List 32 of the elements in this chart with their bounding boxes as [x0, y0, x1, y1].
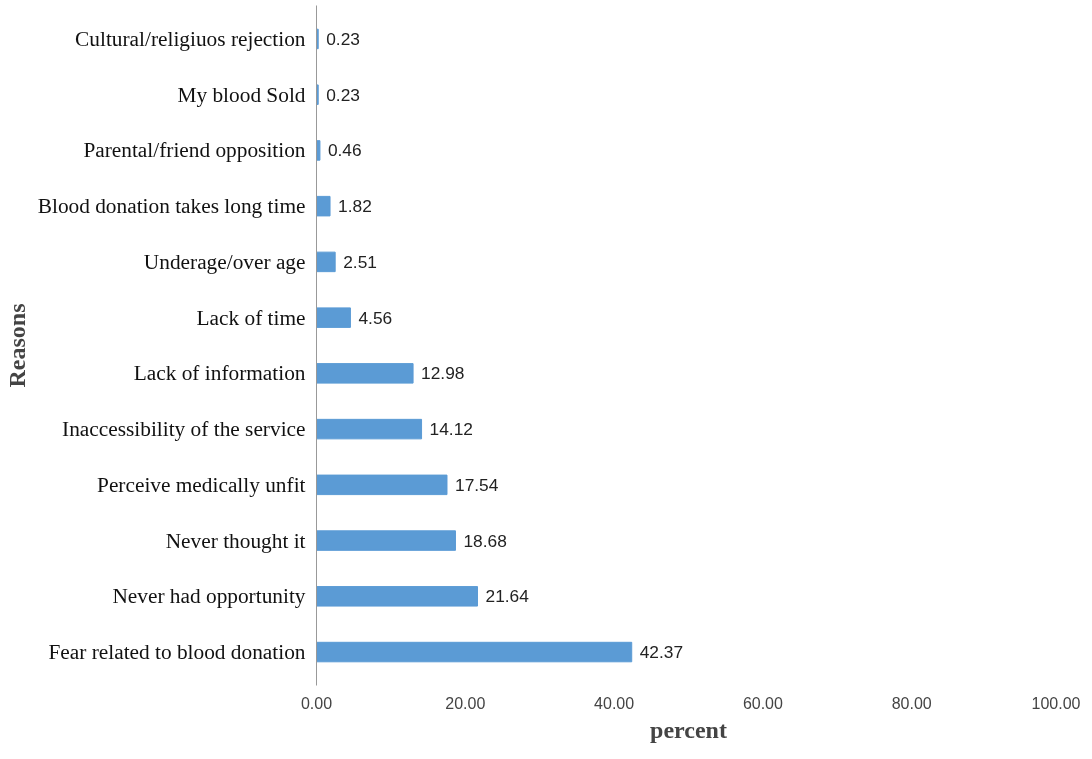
data-label: 4.56 [358, 307, 393, 328]
data-label: 0.23 [326, 28, 360, 49]
y-tick-label: Fear related to blood donation [48, 640, 306, 665]
data-label: 12.98 [421, 363, 465, 384]
data-label: 14.12 [429, 419, 473, 440]
x-tick-label: 40.00 [594, 694, 635, 712]
y-tick-label: Parental/friend opposition [83, 138, 306, 163]
x-axis-title: percent [650, 716, 727, 743]
y-tick-label: Lack of information [133, 361, 306, 386]
x-tick-label: 100.00 [1031, 694, 1081, 712]
y-tick-label: Lack of time [196, 305, 306, 330]
x-tick-label: 0.00 [300, 694, 333, 712]
data-label: 0.46 [327, 140, 362, 161]
x-tick-label: 60.00 [742, 694, 784, 712]
y-tick-label: Underage/over age [143, 249, 306, 274]
y-tick-label: Perceive medically unfit [97, 472, 306, 497]
data-label: 1.82 [338, 196, 372, 217]
y-tick-label: Cultural/religiuos rejection [75, 26, 306, 51]
data-label: 21.64 [485, 586, 530, 607]
data-label: 2.51 [343, 251, 377, 272]
y-tick-label: Never thought it [165, 528, 306, 553]
y-tick-label: Never had opportunity [112, 584, 306, 609]
x-tick-label: 20.00 [445, 694, 486, 712]
data-label: 17.54 [455, 474, 499, 495]
y-tick-label: My blood Sold [177, 82, 306, 107]
data-label: 0.23 [326, 84, 360, 105]
data-label: 18.68 [463, 530, 507, 551]
y-tick-label: Inaccessibility of the service [62, 417, 306, 442]
x-tick-label: 80.00 [891, 694, 932, 712]
y-axis-title: Reasons [3, 303, 30, 388]
y-tick-label: Blood donation takes long time [37, 194, 306, 219]
data-label: 42.37 [639, 642, 684, 663]
